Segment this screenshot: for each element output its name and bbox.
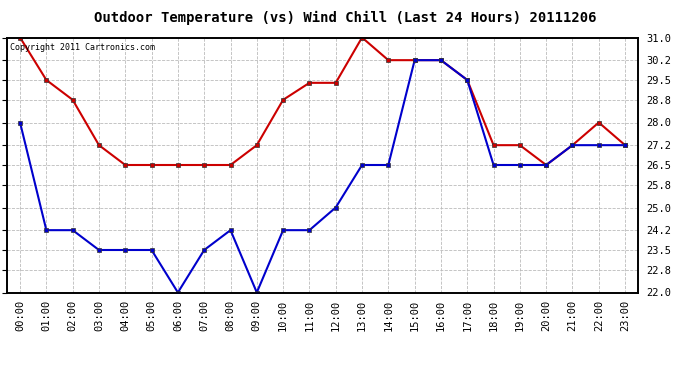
Text: Outdoor Temperature (vs) Wind Chill (Last 24 Hours) 20111206: Outdoor Temperature (vs) Wind Chill (Las… [94,11,596,26]
Text: Copyright 2011 Cartronics.com: Copyright 2011 Cartronics.com [10,43,155,52]
